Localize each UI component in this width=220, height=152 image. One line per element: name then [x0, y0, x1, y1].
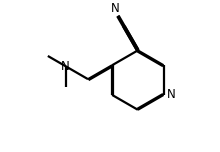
Text: N: N [111, 2, 120, 15]
Text: N: N [61, 60, 70, 73]
Text: N: N [167, 88, 176, 101]
